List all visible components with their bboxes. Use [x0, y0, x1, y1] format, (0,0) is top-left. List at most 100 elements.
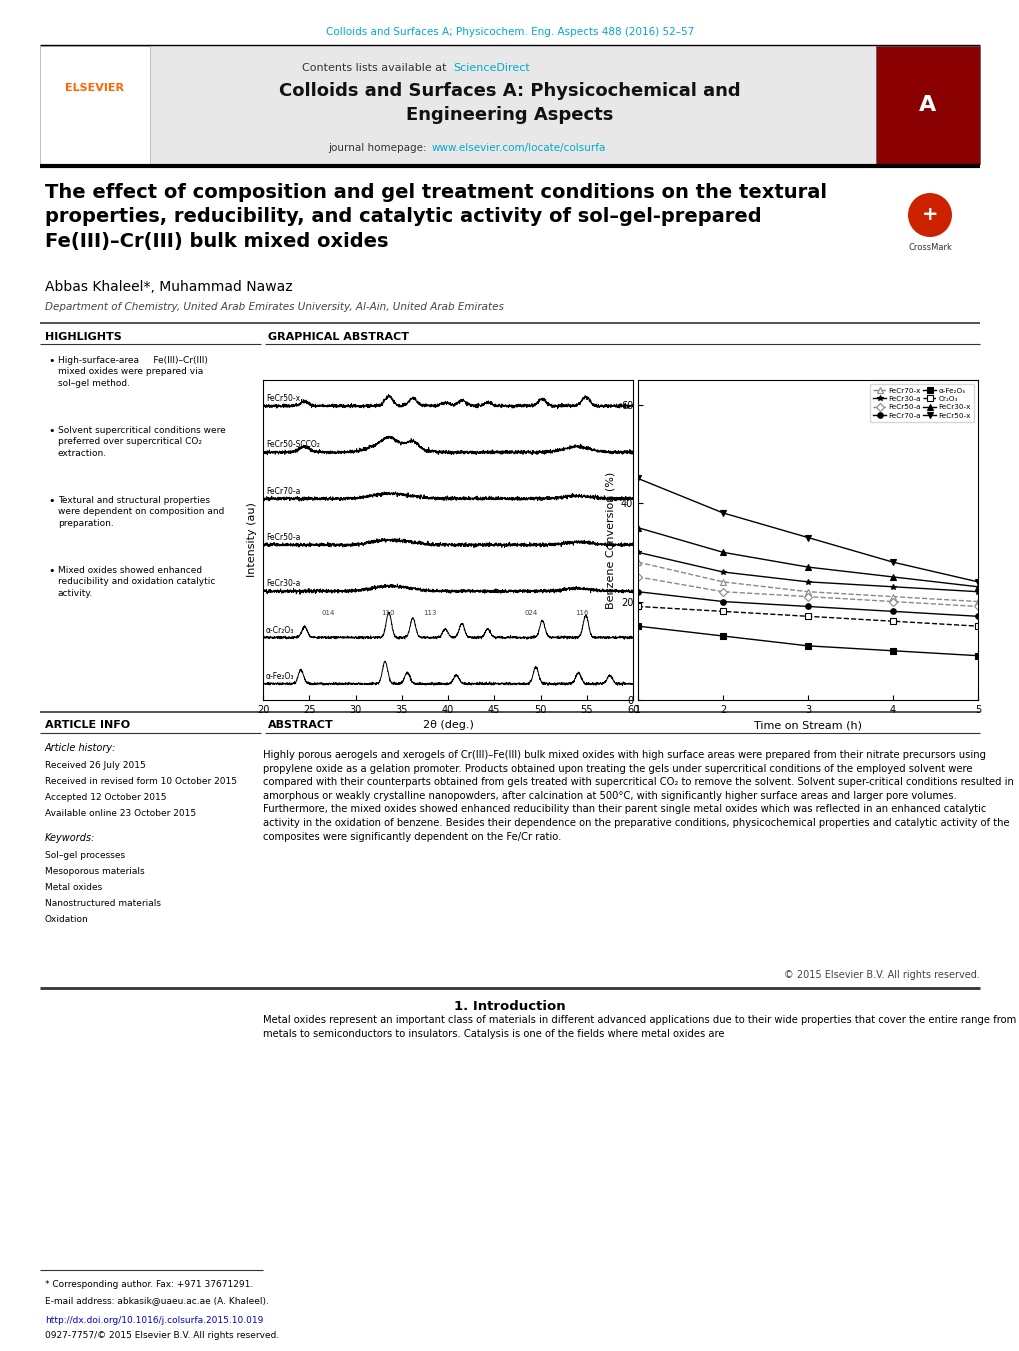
Text: The effect of composition and gel treatment conditions on the textural
propertie: The effect of composition and gel treatm…	[45, 182, 826, 250]
FeCr70-a	[886, 604, 898, 620]
Text: Available online 23 October 2015: Available online 23 October 2015	[45, 809, 196, 817]
Text: FeCr50-a: FeCr50-a	[266, 534, 300, 542]
Text: Article history:: Article history:	[45, 743, 116, 753]
Bar	[875, 46, 979, 163]
Text: Colloids and Surfaces A: Physicochemical and
Engineering Aspects: Colloids and Surfaces A: Physicochemical…	[279, 82, 740, 124]
Text: •: •	[48, 566, 54, 576]
Text: Colloids and Surfaces A; Physicochem. Eng. Aspects 488 (2016) 52–57: Colloids and Surfaces A; Physicochem. En…	[325, 27, 694, 36]
Text: Received in revised form 10 October 2015: Received in revised form 10 October 2015	[45, 777, 236, 786]
Text: HIGHLIGHTS: HIGHLIGHTS	[45, 332, 121, 342]
FeCr30-x	[716, 544, 729, 561]
Text: 113: 113	[422, 611, 436, 616]
α-Fe₂O₃	[971, 647, 983, 663]
FeCr70-x	[886, 589, 898, 605]
FeCr30-a	[801, 574, 813, 590]
Bar	[40, 46, 979, 163]
Text: A: A	[918, 95, 935, 115]
Text: 1. Introduction: 1. Introduction	[453, 1000, 566, 1013]
FeCr50-a	[886, 593, 898, 609]
Text: © 2015 Elsevier B.V. All rights reserved.: © 2015 Elsevier B.V. All rights reserved…	[784, 970, 979, 979]
Text: α-Cr₂O₃: α-Cr₂O₃	[266, 626, 293, 635]
Text: •: •	[48, 357, 54, 366]
Text: FeCr50-SCCO₂: FeCr50-SCCO₂	[266, 440, 319, 450]
α-Fe₂O₃	[801, 638, 813, 654]
Text: ELSEVIER: ELSEVIER	[65, 82, 124, 93]
Text: •: •	[48, 426, 54, 436]
X-axis label: 2θ (deg.): 2θ (deg.)	[422, 720, 473, 731]
FeCr70-x	[631, 554, 643, 570]
Text: FeCr30-a: FeCr30-a	[266, 580, 300, 588]
FeCr70-x	[971, 593, 983, 609]
FeCr30-a	[971, 584, 983, 600]
Y-axis label: Intensity (au): Intensity (au)	[248, 503, 257, 577]
FeCr30-x	[801, 559, 813, 576]
X-axis label: Time on Stream (h): Time on Stream (h)	[753, 720, 861, 731]
Text: +: +	[921, 205, 937, 224]
Cr₂O₃	[971, 617, 983, 634]
Text: 024: 024	[524, 611, 537, 616]
Cr₂O₃	[801, 608, 813, 624]
Line: FeCr30-x: FeCr30-x	[635, 526, 980, 589]
FeCr70-a	[631, 584, 643, 600]
Y-axis label: Benzene Conversion (%): Benzene Conversion (%)	[604, 471, 614, 608]
Cr₂O₃	[886, 613, 898, 630]
Line: FeCr50-x: FeCr50-x	[635, 476, 980, 585]
Text: Received 26 July 2015: Received 26 July 2015	[45, 761, 146, 770]
Text: * Corresponding author. Fax: +971 37671291.: * Corresponding author. Fax: +971 376712…	[45, 1279, 253, 1289]
Text: Accepted 12 October 2015: Accepted 12 October 2015	[45, 793, 166, 802]
Text: CrossMark: CrossMark	[907, 243, 951, 253]
FeCr30-x	[631, 520, 643, 536]
Text: http://dx.doi.org/10.1016/j.colsurfa.2015.10.019: http://dx.doi.org/10.1016/j.colsurfa.201…	[45, 1316, 263, 1325]
FeCr50-x	[971, 574, 983, 590]
FeCr30-x	[886, 569, 898, 585]
FeCr30-a	[631, 544, 643, 561]
Text: www.elsevier.com/locate/colsurfa: www.elsevier.com/locate/colsurfa	[432, 143, 605, 153]
FeCr70-x	[801, 584, 813, 600]
FeCr50-x	[886, 554, 898, 570]
Text: Metal oxides represent an important class of materials in different advanced app: Metal oxides represent an important clas…	[263, 1015, 1015, 1039]
FeCr30-a	[886, 578, 898, 594]
FeCr70-a	[801, 598, 813, 615]
Text: ABSTRACT: ABSTRACT	[268, 720, 333, 730]
FeCr50-x	[631, 470, 643, 486]
Text: Contents lists available at: Contents lists available at	[302, 63, 449, 73]
Text: High-surface-area     Fe(III)–Cr(III)
mixed oxides were prepared via
sol–gel met: High-surface-area Fe(III)–Cr(III) mixed …	[58, 357, 208, 388]
Text: FeCr70-a: FeCr70-a	[266, 486, 300, 496]
Text: Nanostructured materials: Nanostructured materials	[45, 898, 161, 908]
FeCr50-x	[801, 530, 813, 546]
Text: GRAPHICAL ABSTRACT: GRAPHICAL ABSTRACT	[268, 332, 409, 342]
Line: FeCr30-a: FeCr30-a	[635, 550, 980, 594]
Text: Keywords:: Keywords:	[45, 834, 96, 843]
FeCr70-a	[971, 608, 983, 624]
Line: FeCr50-a: FeCr50-a	[635, 574, 980, 609]
FeCr70-a	[716, 593, 729, 609]
Text: 110: 110	[381, 611, 394, 616]
Legend: FeCr70-x, FeCr30-a, FeCr50-a, FeCr70-a, α-Fe₂O₃, Cr₂O₃, FeCr30-x, FeCr50-x: FeCr70-x, FeCr30-a, FeCr50-a, FeCr70-a, …	[869, 384, 973, 423]
Text: 116: 116	[575, 611, 588, 616]
Line: α-Fe₂O₃: α-Fe₂O₃	[635, 623, 980, 658]
Bar	[40, 46, 150, 163]
FeCr50-a	[716, 584, 729, 600]
Text: Metal oxides: Metal oxides	[45, 884, 102, 892]
Line: FeCr70-x: FeCr70-x	[635, 559, 980, 604]
Text: Mesoporous materials: Mesoporous materials	[45, 867, 145, 875]
FeCr70-x	[716, 574, 729, 590]
Text: Mixed oxides showed enhanced
reducibility and oxidation catalytic
activity.: Mixed oxides showed enhanced reducibilit…	[58, 566, 215, 598]
Text: 014: 014	[321, 611, 334, 616]
Text: α-Fe₂O₃: α-Fe₂O₃	[266, 671, 294, 681]
Text: ScienceDirect: ScienceDirect	[452, 63, 529, 73]
Cr₂O₃	[631, 598, 643, 615]
Text: FeCr50-x: FeCr50-x	[266, 394, 300, 403]
Text: 0927-7757/© 2015 Elsevier B.V. All rights reserved.: 0927-7757/© 2015 Elsevier B.V. All right…	[45, 1331, 279, 1340]
Cr₂O₃	[716, 604, 729, 620]
FeCr50-x	[716, 505, 729, 521]
Text: E-mail address: abkasik@uaeu.ac.ae (A. Khaleel).: E-mail address: abkasik@uaeu.ac.ae (A. K…	[45, 1296, 269, 1305]
Text: Oxidation: Oxidation	[45, 915, 89, 924]
α-Fe₂O₃	[631, 617, 643, 634]
Line: FeCr70-a: FeCr70-a	[635, 589, 980, 619]
Text: Textural and structural properties
were dependent on composition and
preparation: Textural and structural properties were …	[58, 496, 224, 528]
FeCr50-a	[631, 569, 643, 585]
Circle shape	[907, 193, 951, 236]
Text: Sol–gel processes: Sol–gel processes	[45, 851, 125, 861]
FeCr50-a	[971, 598, 983, 615]
